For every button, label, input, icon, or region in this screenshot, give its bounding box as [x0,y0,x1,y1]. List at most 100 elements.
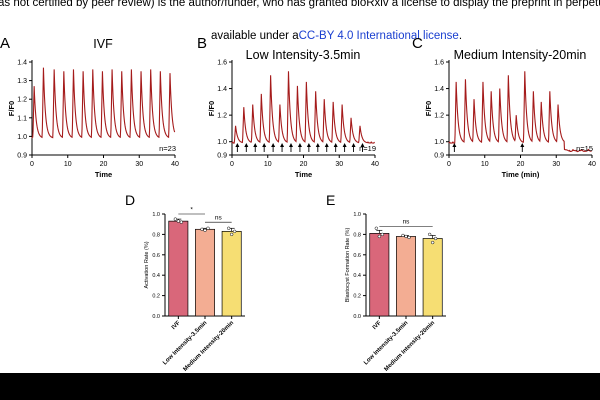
x-tick-label: 20 [300,161,308,168]
y-axis-label: F/F0 [207,101,216,116]
data-point [428,232,432,237]
chart-C: C Medium Intensity-20min 0.9 1.0 1.2 1.4 1.6 0 1… [412,35,596,179]
x-tick-label: 0 [230,161,234,168]
y-tick-label: 0.9 [434,153,444,160]
x-tick-label: 10 [264,161,272,168]
bar-0 [369,233,390,317]
bar-1 [195,228,215,317]
data-point [434,236,438,241]
header-line-1: as not certified by peer review) is the … [0,0,600,9]
y-tick-label: 1.6 [217,60,227,67]
data-point [173,217,177,221]
chart-D: D 0.0 0.2 0.4 0.6 0.8 1.0 Activation Rate (%) IV… [125,192,245,373]
y-tick-label: 1.1 [17,115,27,122]
x-tick-label: Low Intensity-3.5min [162,320,208,366]
fluorescence-trace [448,71,592,153]
chart-E: E 0.0 0.2 0.4 0.6 0.8 1.0 Blastocyst Formation … [326,192,446,373]
y-tick-label: 1.0 [434,139,444,146]
y-tick-label: 0.6 [353,253,361,259]
panel-letter: D [125,192,135,208]
panel-letter: C [412,35,423,52]
header-line-2-suffix: . [458,30,463,42]
stimulus-arrow-head [333,143,338,147]
y-tick-label: 0.8 [152,232,160,238]
y-tick-label: 0.4 [152,273,160,279]
x-tick-label: 0 [447,161,451,168]
stimulus-arrow-head [297,143,302,147]
stimulus-arrow-head [244,143,249,147]
data-point [233,229,237,233]
data-point [206,226,210,230]
x-tick-label: 20 [100,161,108,168]
y-tick-label: 0.0 [152,314,160,320]
chart-title: IVF [93,37,113,51]
bar-2 [422,238,443,317]
bar-0 [168,220,189,317]
stimulus-arrow-head [342,143,347,147]
stimulus-arrow-head [306,143,311,147]
y-tick-label: 0.2 [353,294,361,300]
y-tick-label: 0.6 [152,253,160,259]
y-tick-label: 1.4 [17,60,27,67]
data-point [404,234,408,239]
y-tick-label: 0.2 [152,294,160,300]
sample-size: n=19 [359,144,376,153]
data-point [203,228,207,232]
x-tick-label: 40 [588,161,596,168]
license-link[interactable]: CC-BY 4.0 International license [298,30,459,42]
stimulus-arrow-head [351,143,356,147]
stimulus-arrow-head [452,143,457,147]
stimulus-arrow-head [315,143,320,147]
stimulus-arrow-head [253,143,258,147]
x-tick-label: IVF [171,320,182,331]
chart-B: B Low Intensity-3.5min 0.9 1.0 1.2 1.4 1.6 0 10 2… [197,35,379,179]
y-tick-label: 1.2 [17,97,27,104]
x-tick-label: 0 [30,161,34,168]
x-axis-label: Time [95,170,112,179]
stimulus-arrow-head [235,143,240,147]
x-tick-label: IVF [372,320,383,331]
x-axis-label: Time (min) [502,170,540,179]
chart-title: Medium Intensity-20min [454,48,587,62]
y-tick-label: 1.0 [17,134,27,141]
chart-title: Low Intensity-3.5min [246,48,361,62]
y-axis-label: F/F0 [7,101,16,116]
header-line-2-text: available under a [211,30,299,42]
stimulus-arrow-head [288,143,293,147]
bar-2 [221,230,242,317]
x-tick-label: 20 [517,161,525,168]
x-axis-label: Time [295,170,312,179]
significance-label: ns [403,219,411,226]
chart-A: A IVF 0.9 1.0 1.1 1.2 1.3 1.4 0 10 20 30 40 Time F/F0 n… [0,35,179,179]
y-tick-label: 1.0 [353,212,361,218]
y-tick-label: 1.3 [17,78,27,85]
sample-size: n=23 [159,144,176,153]
stimulus-arrow-head [360,143,365,147]
figure-panel: as not certified by peer review) is the … [0,0,600,373]
x-tick-label: 30 [335,161,343,168]
y-tick-label: 1.0 [217,139,227,146]
data-point [227,226,231,230]
data-point [179,220,183,224]
stimulus-arrow-head [271,143,276,147]
panel-letter: B [197,35,207,52]
x-tick-label: Medium Intensity-20min [384,320,437,373]
data-point [377,234,381,239]
y-axis-label: Blastocyst Formation Rate (%) [345,228,351,303]
stimulus-arrow-head [520,143,525,147]
y-axis-label: F/F0 [424,101,433,116]
bar-1 [396,236,416,317]
y-axis-label: Activation Rate (%) [144,241,150,288]
y-tick-label: 0.4 [353,273,361,279]
data-point [230,232,234,237]
x-tick-label: 40 [371,161,379,168]
x-tick-label: 40 [171,161,179,168]
y-tick-label: 0.8 [353,232,361,238]
header-line-2: available under aCC-BY 4.0 International… [211,30,462,42]
y-tick-label: 0.9 [217,153,227,160]
x-tick-label: 10 [64,161,72,168]
panel-letter: E [326,192,335,208]
y-tick-label: 1.0 [152,212,160,218]
stimulus-arrow-head [280,143,285,147]
x-tick-label: Medium Intensity-20min [183,320,236,373]
